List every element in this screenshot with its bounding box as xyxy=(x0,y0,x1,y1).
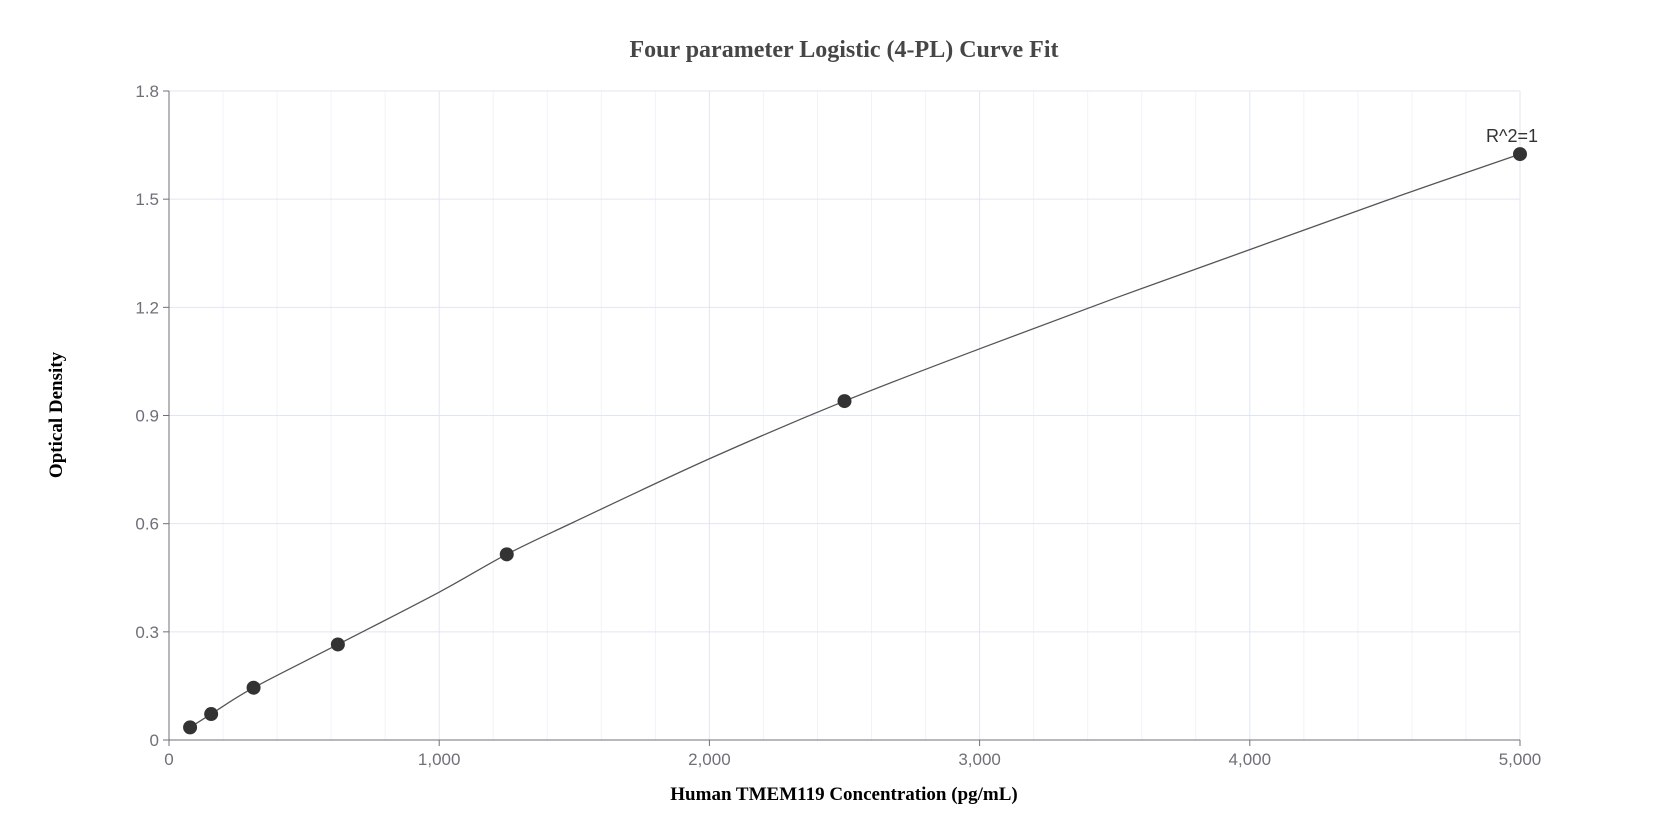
x-tick-label: 4,000 xyxy=(1229,750,1272,769)
data-point xyxy=(499,547,514,562)
x-tick-label: 5,000 xyxy=(1499,750,1542,769)
grid xyxy=(169,90,1521,740)
x-tick-label: 2,000 xyxy=(688,750,731,769)
data-point xyxy=(183,720,198,735)
x-tick-label: 3,000 xyxy=(958,750,1001,769)
y-tick-label: 0.6 xyxy=(135,515,159,534)
x-tick-label: 0 xyxy=(164,750,173,769)
y-axis-ticks: 0 0.3 0.6 0.9 1.2 1.5 1.8 xyxy=(135,82,169,750)
y-tick-label: 0 xyxy=(150,731,159,750)
y-axis-title: Optical Density xyxy=(46,351,67,478)
y-tick-label: 0.3 xyxy=(135,623,159,642)
x-axis-title: Human TMEM119 Concentration (pg/mL) xyxy=(670,784,1017,805)
data-point xyxy=(1513,147,1527,162)
data-point xyxy=(330,637,345,652)
fit-curve xyxy=(189,153,1521,728)
data-point xyxy=(246,680,261,695)
chart-title: Four parameter Logistic (4-PL) Curve Fit xyxy=(629,37,1058,63)
x-tick-label: 1,000 xyxy=(418,750,461,769)
y-tick-label: 1.2 xyxy=(135,298,159,317)
r-squared-annotation: R^2=1 xyxy=(1486,126,1538,146)
y-tick-label: 1.5 xyxy=(135,190,159,209)
x-axis-ticks: 0 1,000 2,000 3,000 4,000 5,000 xyxy=(164,740,1541,769)
y-tick-label: 0.9 xyxy=(135,407,159,426)
data-point xyxy=(204,707,219,722)
data-points xyxy=(183,147,1527,735)
y-tick-label: 1.8 xyxy=(135,82,159,101)
data-point xyxy=(837,394,852,409)
